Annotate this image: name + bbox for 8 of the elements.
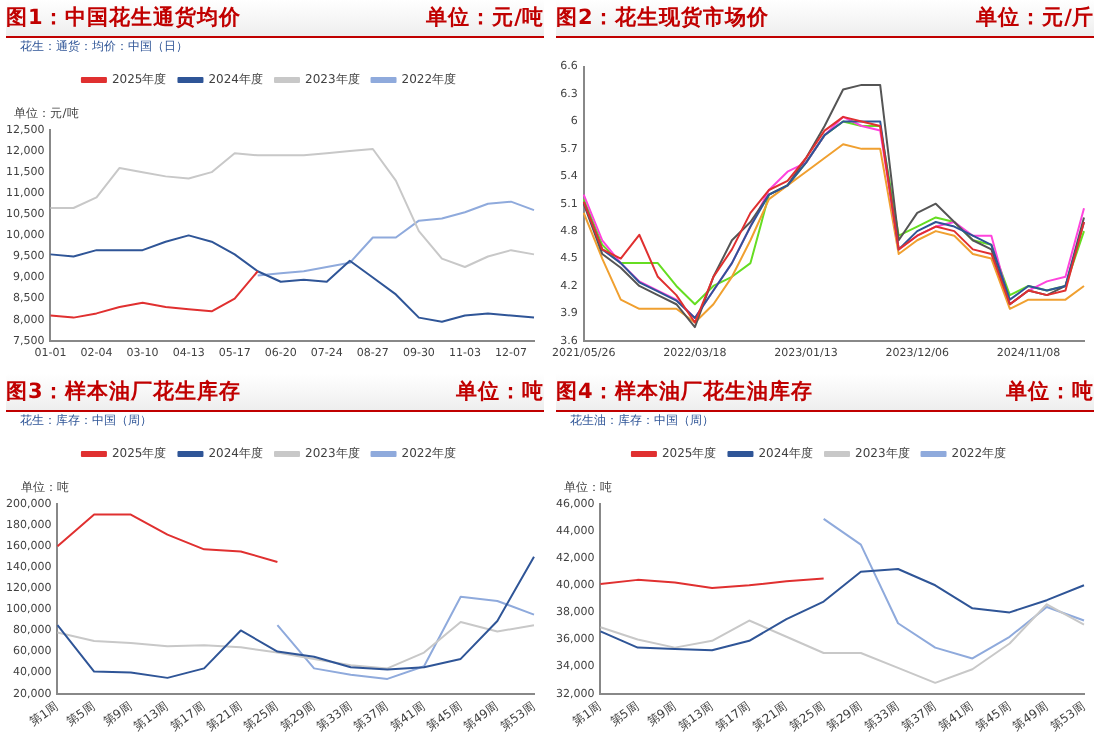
chart-subtitle: 单位：吨 (456, 378, 544, 406)
chart-title: 图3：样本油厂花生库存 (6, 378, 241, 406)
chart-subtitle: 单位：吨 (1006, 378, 1094, 406)
chart-subtitle: 单位：元/吨 (426, 4, 544, 32)
chart-title: 图1：中国花生通货均价 (6, 4, 241, 32)
chart-title: 图2：花生现货市场价 (556, 4, 769, 32)
chart-title: 图4：样本油厂花生油库存 (556, 378, 813, 406)
chart-subtitle: 单位：元/斤 (976, 4, 1094, 32)
